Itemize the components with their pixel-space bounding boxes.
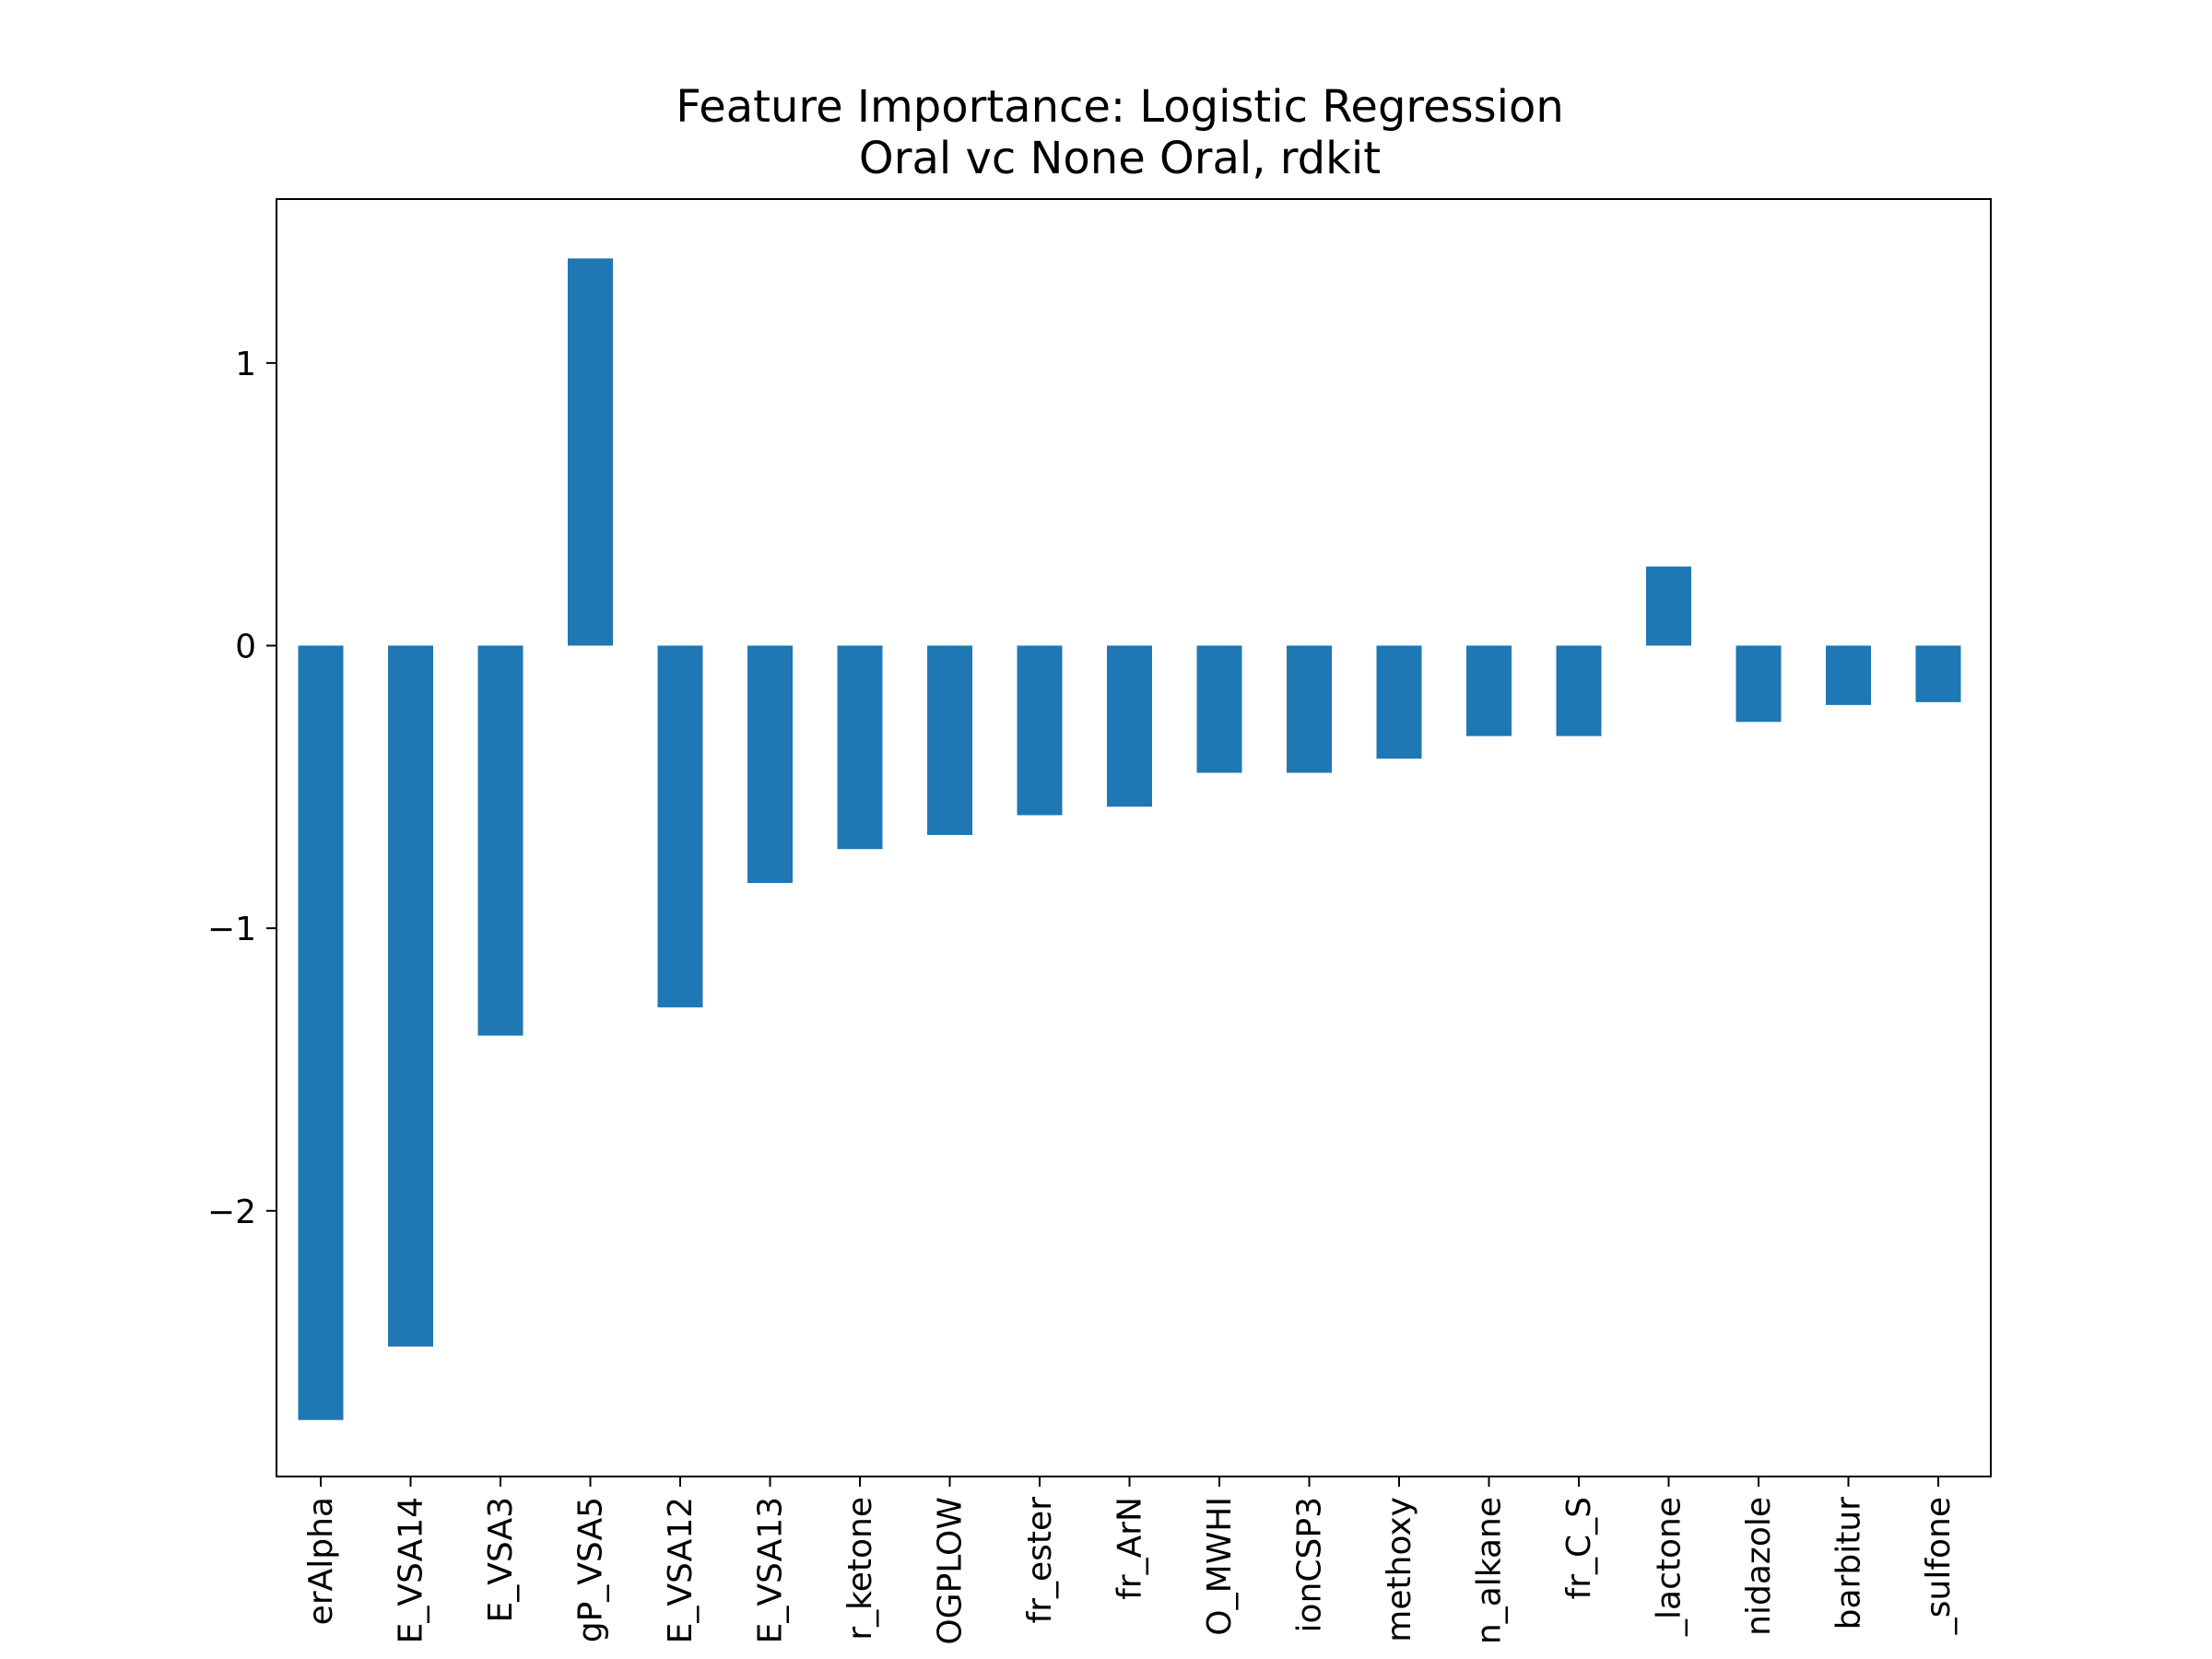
x-tick-label-15: _lactone bbox=[1651, 1497, 1688, 1637]
bar-16 bbox=[1735, 645, 1782, 723]
x-tick-label-13: n_alkane bbox=[1471, 1497, 1509, 1644]
x-tick-label-2: E_VSA3 bbox=[482, 1497, 520, 1622]
bar-12 bbox=[1376, 645, 1422, 759]
bar-14 bbox=[1556, 645, 1602, 736]
x-tick-label-9: fr_ArN bbox=[1112, 1497, 1149, 1600]
bar-1 bbox=[388, 645, 433, 1347]
y-tick-label-0: 1 bbox=[235, 346, 256, 383]
y-axis: 1 0 −1 −2 bbox=[207, 346, 276, 1231]
x-axis: erAlpha E_VSA14 E_VSA3 gP_VSA5 E_VSA12 E_VSA1… bbox=[302, 1477, 1958, 1645]
bar-2 bbox=[477, 645, 524, 1036]
x-tick-label-4: E_VSA12 bbox=[662, 1497, 700, 1643]
bar-3 bbox=[568, 258, 613, 646]
x-tick-label-11: ionCSP3 bbox=[1291, 1497, 1329, 1632]
y-tick-label-2: −1 bbox=[207, 911, 256, 948]
bar-6 bbox=[837, 645, 883, 850]
x-tick-label-14: fr_C_S bbox=[1560, 1497, 1598, 1599]
bar-5 bbox=[747, 645, 793, 884]
y-tick-label-3: −2 bbox=[207, 1194, 256, 1231]
chart-title: Feature Importance: Logistic Regression bbox=[676, 81, 1564, 133]
chart-subtitle: Oral vc None Oral, rdkit bbox=[859, 133, 1381, 184]
bar-18 bbox=[1915, 645, 1961, 702]
y-tick-label-1: 0 bbox=[235, 628, 256, 665]
x-tick-label-16: nidazole bbox=[1740, 1497, 1778, 1636]
bar-4 bbox=[657, 645, 703, 1007]
bar-11 bbox=[1287, 645, 1332, 773]
x-tick-label-17: barbitur bbox=[1830, 1497, 1868, 1630]
x-tick-label-10: O_MWHI bbox=[1201, 1497, 1239, 1636]
bar-15 bbox=[1646, 566, 1691, 646]
x-tick-label-12: methoxy bbox=[1381, 1497, 1418, 1642]
bar-9 bbox=[1107, 645, 1152, 807]
x-tick-label-7: OGPLOW bbox=[932, 1497, 970, 1645]
x-tick-label-3: gP_VSA5 bbox=[572, 1497, 610, 1642]
bars-group bbox=[298, 258, 1961, 1420]
x-tick-label-5: E_VSA13 bbox=[752, 1497, 790, 1643]
x-tick-label-18: _sulfone bbox=[1920, 1497, 1958, 1635]
bar-8 bbox=[1017, 645, 1063, 816]
x-tick-label-8: fr_ester bbox=[1021, 1497, 1059, 1624]
x-tick-label-6: r_ketone bbox=[841, 1497, 879, 1641]
x-tick-label-0: erAlpha bbox=[302, 1497, 340, 1625]
bar-10 bbox=[1196, 645, 1242, 773]
bar-13 bbox=[1466, 645, 1512, 736]
bar-17 bbox=[1826, 645, 1871, 705]
bar-0 bbox=[298, 645, 344, 1420]
plot-frame bbox=[276, 198, 1992, 1477]
x-tick-label-1: E_VSA14 bbox=[393, 1497, 430, 1643]
bar-7 bbox=[927, 645, 972, 835]
